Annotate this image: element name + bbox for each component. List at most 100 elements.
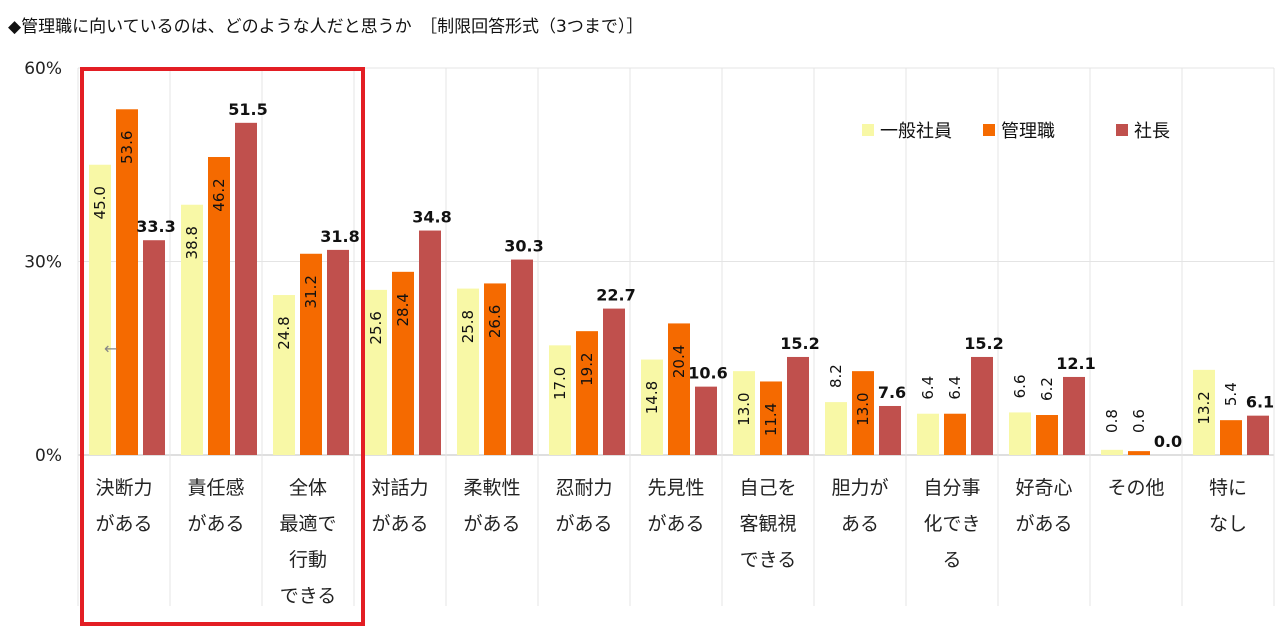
data-label: 28.4: [394, 293, 412, 326]
bar: [641, 359, 663, 455]
bar: [208, 157, 230, 455]
bar: [787, 356, 809, 455]
data-label: 15.2: [780, 334, 819, 353]
legend-swatch: [862, 124, 874, 136]
bar: [327, 249, 349, 455]
bar: [1193, 369, 1215, 455]
bar: [419, 230, 441, 455]
data-labels: 45.0 53.6 33.3 38.8 46.2 51.5 24.8 31.2 31.8 25.6…: [91, 100, 1274, 451]
data-label: 33.3: [136, 217, 175, 236]
bar: [971, 356, 993, 455]
category-label: 責任感: [187, 477, 244, 499]
bar: [1247, 415, 1269, 455]
category-label: 対話力: [371, 477, 428, 499]
bar: [181, 204, 203, 455]
category-label: がある: [371, 513, 428, 535]
bar: [852, 371, 874, 455]
bar: [484, 283, 506, 455]
category-label: なし: [1209, 513, 1247, 535]
highlight-box: [80, 67, 365, 626]
bar: [89, 164, 111, 455]
bar: [457, 288, 479, 455]
category-label: できる: [280, 585, 337, 607]
data-label: 6.2: [1038, 377, 1056, 401]
category-label: 最適で: [279, 513, 336, 535]
legend-swatch: [983, 124, 995, 136]
category-label: がある: [555, 513, 612, 535]
category-label: 客観視: [739, 513, 796, 535]
bar: [1009, 412, 1031, 455]
bar: [917, 413, 939, 455]
data-label: 8.2: [827, 364, 845, 388]
data-label: 34.8: [412, 208, 451, 227]
data-label: 13.2: [1195, 391, 1213, 424]
bar: [1220, 420, 1242, 455]
data-label: 38.8: [183, 226, 201, 259]
data-label: 11.4: [762, 403, 780, 436]
bar: [879, 405, 901, 455]
data-label: 51.5: [228, 100, 267, 119]
data-label: 0.8: [1103, 409, 1121, 433]
category-label: 先見性: [647, 477, 704, 499]
data-label: 46.2: [210, 178, 228, 211]
bar: [733, 371, 755, 455]
category-label: その他: [1107, 477, 1164, 499]
category-label: できる: [740, 549, 797, 571]
data-label: 17.0: [551, 367, 569, 400]
bar: [944, 413, 966, 455]
bar: [300, 253, 322, 455]
data-label: 5.4: [1222, 382, 1240, 406]
category-label: がある: [95, 513, 152, 535]
category-labels: 決断力がある責任感がある全体最適で行動できる対話力がある柔軟性がある忍耐力がある…: [95, 477, 1247, 607]
bar: [549, 345, 571, 455]
category-label: 柔軟性: [463, 477, 520, 499]
bar: [1128, 451, 1150, 455]
y-tick-label: 30%: [24, 253, 62, 273]
legend: 一般社員 管理職 社長: [862, 121, 1170, 142]
category-label: 決断力: [95, 477, 152, 499]
bar: [603, 308, 625, 455]
arrow-annotation: ←: [104, 339, 117, 358]
bar: [116, 109, 138, 455]
data-label: 0.6: [1130, 409, 1148, 433]
category-label: 特に: [1209, 477, 1247, 499]
data-label: 6.6: [1011, 375, 1029, 399]
data-label: 53.6: [118, 131, 136, 164]
y-tick-label: 60%: [24, 59, 62, 79]
category-label: 胆力が: [831, 477, 888, 499]
category-label: がある: [463, 513, 520, 535]
data-label: 22.7: [596, 286, 635, 305]
bars: [89, 109, 1269, 455]
bar: [365, 289, 387, 455]
legend-label: 社長: [1134, 121, 1170, 142]
data-label: 26.6: [486, 305, 504, 338]
category-label: 好奇心: [1015, 477, 1072, 499]
bar: [825, 402, 847, 455]
bar: [143, 240, 165, 455]
bar: [695, 386, 717, 455]
category-label: がある: [1015, 513, 1072, 535]
category-label: がある: [647, 513, 704, 535]
data-label: 6.4: [946, 376, 964, 400]
category-label: 自己を: [739, 477, 796, 499]
category-label: 自分事: [923, 477, 980, 499]
bar: [392, 271, 414, 455]
bar: [1101, 449, 1123, 455]
data-label: 30.3: [504, 237, 543, 256]
data-label: 13.0: [854, 392, 872, 425]
bar: [511, 259, 533, 455]
data-label: 15.2: [964, 334, 1003, 353]
category-label: 化でき: [923, 513, 980, 535]
y-axis: 0% 30% 60%: [24, 59, 62, 466]
bar: [760, 381, 782, 455]
category-label: る: [942, 549, 961, 571]
data-label: 6.1: [1246, 393, 1274, 412]
legend-label: 管理職: [1001, 121, 1055, 142]
y-tick-label: 0%: [35, 446, 62, 466]
legend-swatch: [1116, 124, 1128, 136]
data-label: 24.8: [275, 316, 293, 349]
category-label: ある: [841, 513, 879, 535]
legend-label: 一般社員: [880, 121, 952, 142]
bar: [668, 323, 690, 455]
